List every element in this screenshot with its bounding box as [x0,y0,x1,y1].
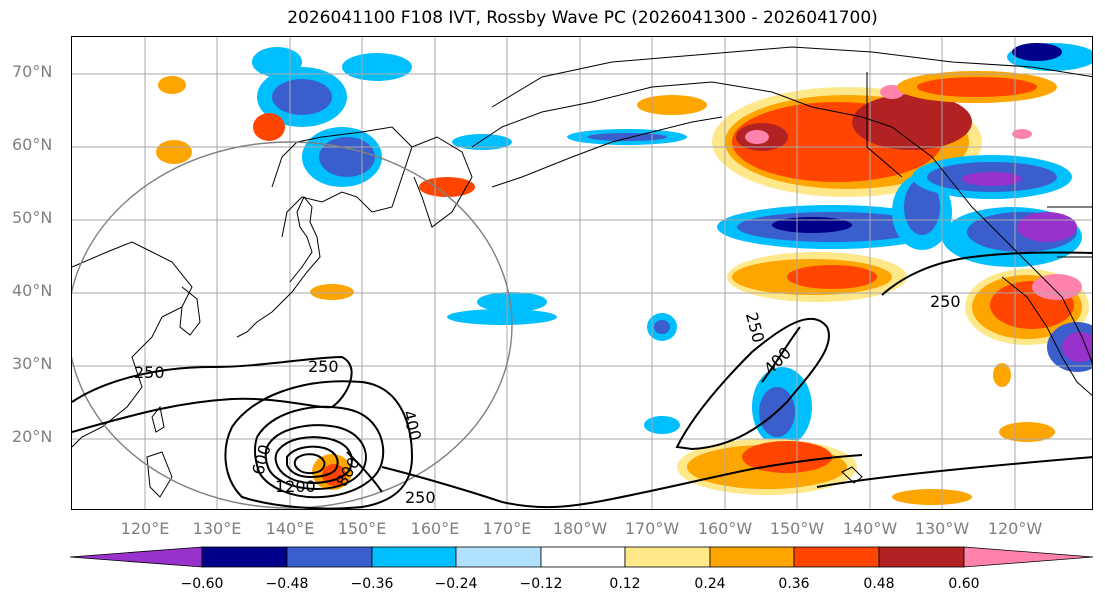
lat-label-30n: 30°N [12,354,53,373]
lon-label-120e: 120°E [120,519,170,538]
map-canvas: 250 250 250 250 400 400 600 800 1200 250 [72,37,1092,509]
reference-circle [72,141,513,509]
colorbar-tick: −0.48 [265,576,309,592]
lon-label-150w: 150°W [769,519,825,538]
anomaly-shading [156,43,1092,505]
colorbar-cell [286,546,373,568]
colorbar-tick: 0.24 [694,576,726,592]
lon-label-150e: 150°E [337,519,387,538]
gridlines [72,37,1092,509]
lon-label-130e: 130°E [192,519,242,538]
lat-label-70n: 70°N [12,62,53,81]
colorbar-cell [878,546,965,568]
lon-label-170w: 170°W [624,519,680,538]
colorbar-extend-high [963,546,1094,568]
lon-label-160w: 160°W [697,519,753,538]
colorbar-tick: −0.36 [350,576,394,592]
lat-label-50n: 50°N [12,208,53,227]
contour-label: 250 [134,363,165,382]
contour-label: 250 [930,292,961,311]
colorbar-tick: −0.60 [180,576,224,592]
lat-label-40n: 40°N [12,281,53,300]
colorbar-cell [455,546,542,568]
colorbar [70,546,1094,568]
ivt-contours [72,251,1092,509]
colorbar-tick: −0.24 [434,576,478,592]
colorbar-tick: 0.36 [778,576,810,592]
colorbar-cell [540,546,626,568]
contour-label: 1200 [275,477,316,496]
contour-label: 400 [399,408,425,442]
contour-label: 250 [742,310,768,344]
lat-label-60n: 60°N [12,135,53,154]
colorbar-cell [624,546,711,568]
figure-title: 2026041100 F108 IVT, Rossby Wave PC (202… [287,8,878,28]
lon-label-140e: 140°E [265,519,315,538]
colorbar-tick: 0.12 [609,576,641,592]
lon-label-170e: 170°E [482,519,532,538]
lon-label-120w: 120°W [987,519,1043,538]
map-panel[interactable]: 250 250 250 250 400 400 600 800 1200 250 [71,36,1093,510]
lat-label-20n: 20°N [12,427,53,446]
colorbar-cell [371,546,457,568]
colorbar-cell [793,546,880,568]
colorbar-tick: 0.48 [863,576,895,592]
colorbar-tick: −0.12 [519,576,563,592]
colorbar-tick: 0.60 [948,576,980,592]
colorbar-cell [201,546,288,568]
lon-label-180w: 180°W [552,519,608,538]
lon-label-160e: 160°E [410,519,460,538]
colorbar-cell [709,546,795,568]
lon-label-140w: 140°W [842,519,898,538]
contour-label: 250 [308,357,339,376]
contour-label: 250 [405,488,436,507]
lon-label-130w: 130°W [914,519,970,538]
colorbar-extend-low [70,546,203,568]
